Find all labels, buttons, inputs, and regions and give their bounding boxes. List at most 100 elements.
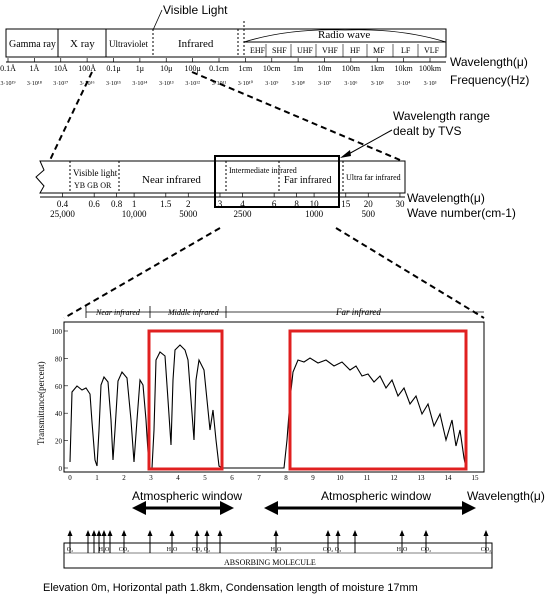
- chart-y-tick-label: 100: [52, 328, 63, 336]
- top-wavelength-tick-label: 100km: [419, 64, 442, 73]
- absorption-arrowhead: [107, 530, 113, 536]
- absorbing-molecule-title: ABSORBING MOLECULE: [224, 558, 316, 567]
- mid-near-infrared-label: Near infrared: [142, 174, 201, 186]
- top-wavelength-tick-label: 0.1Å: [0, 64, 16, 73]
- absorption-arrowhead: [483, 530, 489, 536]
- top-wavelength-tick-label: 10μ: [160, 64, 172, 73]
- radio-band-vlf: VLF: [424, 46, 440, 55]
- absorption-arrowhead: [147, 530, 153, 536]
- region-radio-wave: Radio wave: [318, 29, 370, 41]
- mid-wavenumber-tick-label: 1000: [305, 209, 324, 219]
- top-wavelength-tick-label: 0.1μ: [106, 64, 120, 73]
- chart-x-tick-label: 10: [337, 474, 345, 482]
- top-frequency-tick-label: 3·10⁸: [292, 81, 305, 87]
- top-wavelength-tick-label: 10km: [395, 64, 414, 73]
- absorption-arrowhead: [335, 530, 341, 536]
- mid-wavelength-axis-label: Wavelength(μ): [407, 191, 485, 205]
- mid-wavelength-tick-label: 2: [186, 199, 191, 209]
- top-wavelength-tick-label: 1km: [370, 64, 385, 73]
- transmittance-chart: Near infrared Middle infrared Far infrar…: [36, 306, 545, 515]
- transmittance-curve: [69, 344, 467, 469]
- absorption-arrowhead: [217, 530, 223, 536]
- top-frequency-tick-label: 3·10¹⁴: [132, 81, 147, 87]
- absorption-arrowhead: [91, 530, 97, 536]
- top-wavelength-tick-label: 0.1cm: [209, 64, 230, 73]
- absorbing-molecule-label: CO₂: [119, 547, 129, 553]
- chart-x-tick-label: 9: [311, 474, 315, 482]
- caption: Elevation 0m, Horizontal path 1.8km, Con…: [43, 582, 418, 594]
- top-frequency-tick-label: 3·10⁶: [344, 81, 357, 87]
- radio-band-ehf: EHF: [250, 46, 266, 55]
- absorbing-molecule-frame: [63, 542, 493, 569]
- chart-x-tick-label: 13: [418, 474, 426, 482]
- mid-wavenumber-tick-label: 2500: [233, 209, 252, 219]
- absorption-arrowhead: [352, 530, 358, 536]
- top-frequency-tick-label: 3·10⁹: [265, 81, 278, 87]
- absorption-arrowhead: [101, 530, 107, 536]
- chart-region-near-infrared: Near infrared: [95, 308, 141, 317]
- tvs-range-box: [214, 155, 340, 208]
- chart-x-tick-label: 2: [122, 474, 126, 482]
- top-frequency-tick-label: 3·10¹⁸: [27, 81, 42, 87]
- chart-plot-frame: [63, 321, 485, 473]
- mid-ultra-far-infrared-label: Ultra far infrared: [346, 173, 401, 182]
- absorption-arrowhead: [85, 530, 91, 536]
- top-frequency-tick-label: 3·10¹⁰: [238, 80, 254, 87]
- top-frequency-tick-label: 3·10³: [424, 81, 437, 87]
- absorbing-molecule-label: H₂O: [271, 547, 282, 553]
- chart-x-tick-label: 12: [391, 474, 399, 482]
- region-x-ray: X ray: [70, 38, 95, 50]
- absorption-arrowhead: [423, 530, 429, 536]
- absorbing-molecule-label: CO₂: [323, 547, 333, 553]
- chart-x-tick-label: 8: [284, 474, 288, 482]
- mid-wavelength-tick-label: 20: [364, 199, 374, 209]
- mid-wavelength-tick-label: 8: [294, 199, 299, 209]
- absorption-arrowhead: [169, 530, 175, 536]
- mid-wavelength-tick-label: 3: [218, 199, 223, 209]
- chart-y-tick-label: 60: [55, 383, 63, 391]
- chart-x-tick-label: 5: [203, 474, 207, 482]
- radio-bands: EHF SHF UHF VHF HF MF LF VLF: [250, 44, 440, 57]
- radio-band-vhf: VHF: [322, 46, 339, 55]
- mid-intermediate-infrared-label: Intermediate infrared: [229, 166, 297, 175]
- radio-band-hf: HF: [350, 46, 361, 55]
- top-frequency-axis-label: Frequency(Hz): [450, 73, 529, 87]
- mid-wavenumber-tick-label: 5000: [179, 209, 198, 219]
- chart-y-tick-label: 40: [55, 410, 63, 418]
- mid-far-infrared-label: Far infrared: [284, 175, 331, 186]
- chart-y-tick-label: 20: [55, 438, 63, 446]
- absorbing-molecule-label: H₂O: [397, 547, 408, 553]
- mid-wavelength-tick-label: 0.6: [89, 199, 101, 209]
- mid-visible-colors: YB GB OR: [74, 181, 112, 190]
- top-frequency-tick-label: 3·10¹⁵: [106, 81, 121, 87]
- top-frequency-tick-label: 3·10¹⁷: [53, 81, 68, 87]
- absorption-arrowhead: [67, 530, 73, 536]
- chart-x-axis-label: Wavelength(μ): [467, 489, 545, 503]
- top-frequency-tick-label: 3·10⁷: [318, 81, 331, 87]
- top-frequency-tick-label: 3·10⁵: [371, 81, 384, 87]
- absorbing-molecule-label: H₂O: [99, 547, 110, 553]
- mid-wavelength-tick-label: 30: [395, 199, 405, 209]
- mid-wavelength-tick-label: 0.8: [111, 199, 123, 209]
- top-frequency-tick-label: 3·10¹¹: [212, 81, 227, 87]
- top-wavelength-axis-label: Wavelength(μ): [450, 55, 528, 69]
- chart-y-axis-label: Transmittance(percent): [36, 361, 46, 445]
- visible-light-callout: Visible Light: [163, 3, 228, 17]
- absorption-arrowhead: [325, 530, 331, 536]
- chart-x-tick-label: 3: [149, 474, 153, 482]
- chart-x-tick-label: 15: [472, 474, 480, 482]
- radio-band-mf: MF: [373, 46, 385, 55]
- chart-region-far-infrared: Far infrared: [335, 307, 381, 317]
- spectrum-overview: Gamma ray X ray Ultraviolet Infrared Rad…: [0, 3, 529, 87]
- mid-wavelength-tick-label: 6: [272, 199, 277, 209]
- absorbing-molecule-label: CO₂: [192, 547, 202, 553]
- top-wavelength-tick-label: 10m: [317, 64, 332, 73]
- top-wavelength-tick-label: 1m: [293, 64, 304, 73]
- absorbing-molecule-label: O₂: [204, 547, 210, 553]
- mid-wavelength-tick-label: 1: [132, 199, 137, 209]
- tvs-range-callout-line1: Wavelength range: [393, 109, 490, 123]
- top-frequency-tick-label: 3·10⁴: [397, 81, 410, 87]
- mid-wavenumber-tick-label: 500: [362, 209, 376, 219]
- chart-x-tick-label: 4: [176, 474, 180, 482]
- top-wavelength-tick-label: 100m: [342, 64, 361, 73]
